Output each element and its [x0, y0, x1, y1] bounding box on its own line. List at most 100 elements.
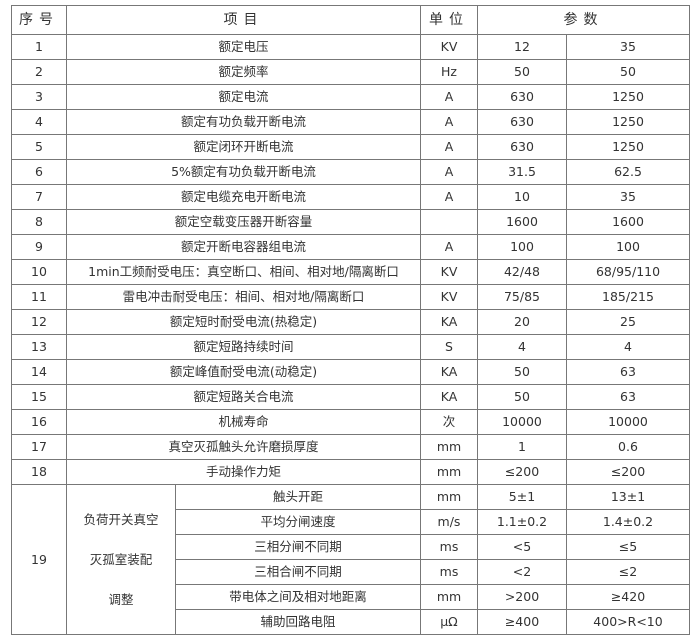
row-unit: Hz	[420, 59, 478, 85]
group-title: 负荷开关真空 灭孤室装配调整	[66, 484, 176, 635]
row-number: 7	[11, 184, 67, 210]
row-unit: ms	[420, 534, 478, 560]
row-value-12kv: 5±1	[477, 484, 567, 510]
row-item: 额定短路关合电流	[66, 384, 421, 410]
table-row: 三相合闸不同期 ms <2 ≤2	[12, 559, 690, 585]
row-unit: KV	[420, 284, 478, 310]
row-item: 雷电冲击耐受电压：相间、相对地/隔离断口	[66, 284, 421, 310]
row-value-12kv: 4	[477, 334, 567, 360]
table-row: 4 额定有功负载开断电流 A 630 1250	[11, 109, 690, 135]
row-unit: mm	[420, 584, 478, 610]
row-unit: 次	[420, 409, 478, 435]
row-value-12kv: 10	[477, 184, 567, 210]
row-unit: A	[420, 134, 478, 160]
row-item: 1min工频耐受电压：真空断口、相间、相对地/隔离断口	[66, 259, 421, 285]
row-value-35kv: 35	[566, 184, 690, 210]
table-row: 6 5%额定有功负载开断电流 A 31.5 62.5	[11, 159, 690, 185]
row-unit: mm	[420, 459, 478, 485]
row-unit: A	[420, 234, 478, 260]
row-item: 额定有功负载开断电流	[66, 109, 421, 135]
row-value-35kv: 63	[566, 384, 690, 410]
row-unit: KV	[420, 34, 478, 60]
table-row: 15 额定短路关合电流 KA 50 63	[11, 384, 690, 410]
group-title-line: 负荷开关真空	[83, 511, 159, 527]
row-value-35kv: 400>R<10	[566, 609, 690, 635]
table-row: 19 负荷开关真空 灭孤室装配 调整 触头开距 mm 5±1 13±1	[11, 484, 690, 635]
table-row: 1 额定电压 KV 12 35	[11, 34, 690, 60]
row-number: 4	[11, 109, 67, 135]
row-unit	[420, 209, 478, 235]
row-number: 8	[11, 209, 67, 235]
row-number: 18	[11, 459, 67, 485]
row-value-12kv: 75/85	[477, 284, 567, 310]
table-row: 9 额定开断电容器组电流 A 100 100	[11, 234, 690, 260]
row-unit: KA	[420, 309, 478, 335]
row-value-12kv: 630	[477, 109, 567, 135]
row-value-35kv: 10000	[566, 409, 690, 435]
row-value-35kv: 50	[566, 59, 690, 85]
row-value-35kv: 1250	[566, 109, 690, 135]
row-number: 5	[11, 134, 67, 160]
row-item: 额定闭环开断电流	[66, 134, 421, 160]
table-row: 8 额定空载变压器开断容量 1600 1600	[11, 209, 690, 235]
row-value-12kv: <2	[477, 559, 567, 585]
table-row: 12 额定短时耐受电流(热稳定) KA 20 25	[11, 309, 690, 335]
table-row: 带电体之间及相对地距离 mm >200 ≥420	[12, 584, 690, 610]
row-value-12kv: 1.1±0.2	[477, 509, 567, 535]
row-value-35kv: 35	[566, 34, 690, 60]
row-number: 14	[11, 359, 67, 385]
row-unit: A	[420, 159, 478, 185]
group-title-line: 调整	[108, 591, 134, 607]
header-params: 参数	[477, 5, 690, 35]
table-row: 13 额定短路持续时间 S 4 4	[11, 334, 690, 360]
row-value-12kv: 31.5	[477, 159, 567, 185]
header-row: 序号 项目 单位 参数	[11, 5, 690, 35]
row-value-35kv: 63	[566, 359, 690, 385]
row-value-35kv: 1250	[566, 134, 690, 160]
row-value-12kv: 630	[477, 134, 567, 160]
row-value-35kv: 13±1	[566, 484, 690, 510]
row-item: 真空灭孤触头允许磨损厚度	[66, 434, 421, 460]
header-no: 序号	[11, 5, 67, 35]
row-value-12kv: ≥400	[477, 609, 567, 635]
row-value-12kv: 50	[477, 59, 567, 85]
row-unit: KA	[420, 359, 478, 385]
table-row: 14 额定峰值耐受电流(动稳定) KA 50 63	[11, 359, 690, 385]
row-item: 额定频率	[66, 59, 421, 85]
header-item: 项目	[66, 5, 421, 35]
row-value-35kv: 4	[566, 334, 690, 360]
row-value-12kv: 100	[477, 234, 567, 260]
table-row: 辅助回路电阻 μΩ ≥400 400>R<10	[12, 609, 690, 635]
row-unit: A	[420, 184, 478, 210]
row-number: 12	[11, 309, 67, 335]
row-number: 15	[11, 384, 67, 410]
row-number: 17	[11, 434, 67, 460]
row-item: 5%额定有功负载开断电流	[66, 159, 421, 185]
row-value-12kv: >200	[477, 584, 567, 610]
row-value-35kv: 185/215	[566, 284, 690, 310]
row-unit: KV	[420, 259, 478, 285]
parameter-table: 序号 项目 单位 参数 1 额定电压 KV 12 35 2 额定频率 Hz 50 50 3 额定电流 A…	[11, 5, 690, 635]
row-number: 11	[11, 284, 67, 310]
row-unit: A	[420, 84, 478, 110]
row-number: 10	[11, 259, 67, 285]
table-row: 平均分闸速度 m/s 1.1±0.2 1.4±0.2	[12, 509, 690, 535]
row-number: 2	[11, 59, 67, 85]
row-value-12kv: 20	[477, 309, 567, 335]
row-value-35kv: 1250	[566, 84, 690, 110]
row-value-12kv: 10000	[477, 409, 567, 435]
row-item: 额定空载变压器开断容量	[66, 209, 421, 235]
row-value-35kv: ≤2	[566, 559, 690, 585]
header-unit: 单位	[420, 5, 478, 35]
table-row: 10 1min工频耐受电压：真空断口、相间、相对地/隔离断口 KV 42/48 68/9…	[11, 259, 690, 285]
row-item: 三相合闸不同期	[175, 559, 421, 585]
table-row: 7 额定电缆充电开断电流 A 10 35	[11, 184, 690, 210]
row-item: 平均分闸速度	[175, 509, 421, 535]
group-title-line: 灭孤室装配	[89, 551, 153, 567]
row-value-12kv: 1	[477, 434, 567, 460]
row-value-12kv: 50	[477, 384, 567, 410]
row-item: 三相分闸不同期	[175, 534, 421, 560]
row-value-12kv: 12	[477, 34, 567, 60]
row-unit: μΩ	[420, 609, 478, 635]
row-value-35kv: ≤5	[566, 534, 690, 560]
